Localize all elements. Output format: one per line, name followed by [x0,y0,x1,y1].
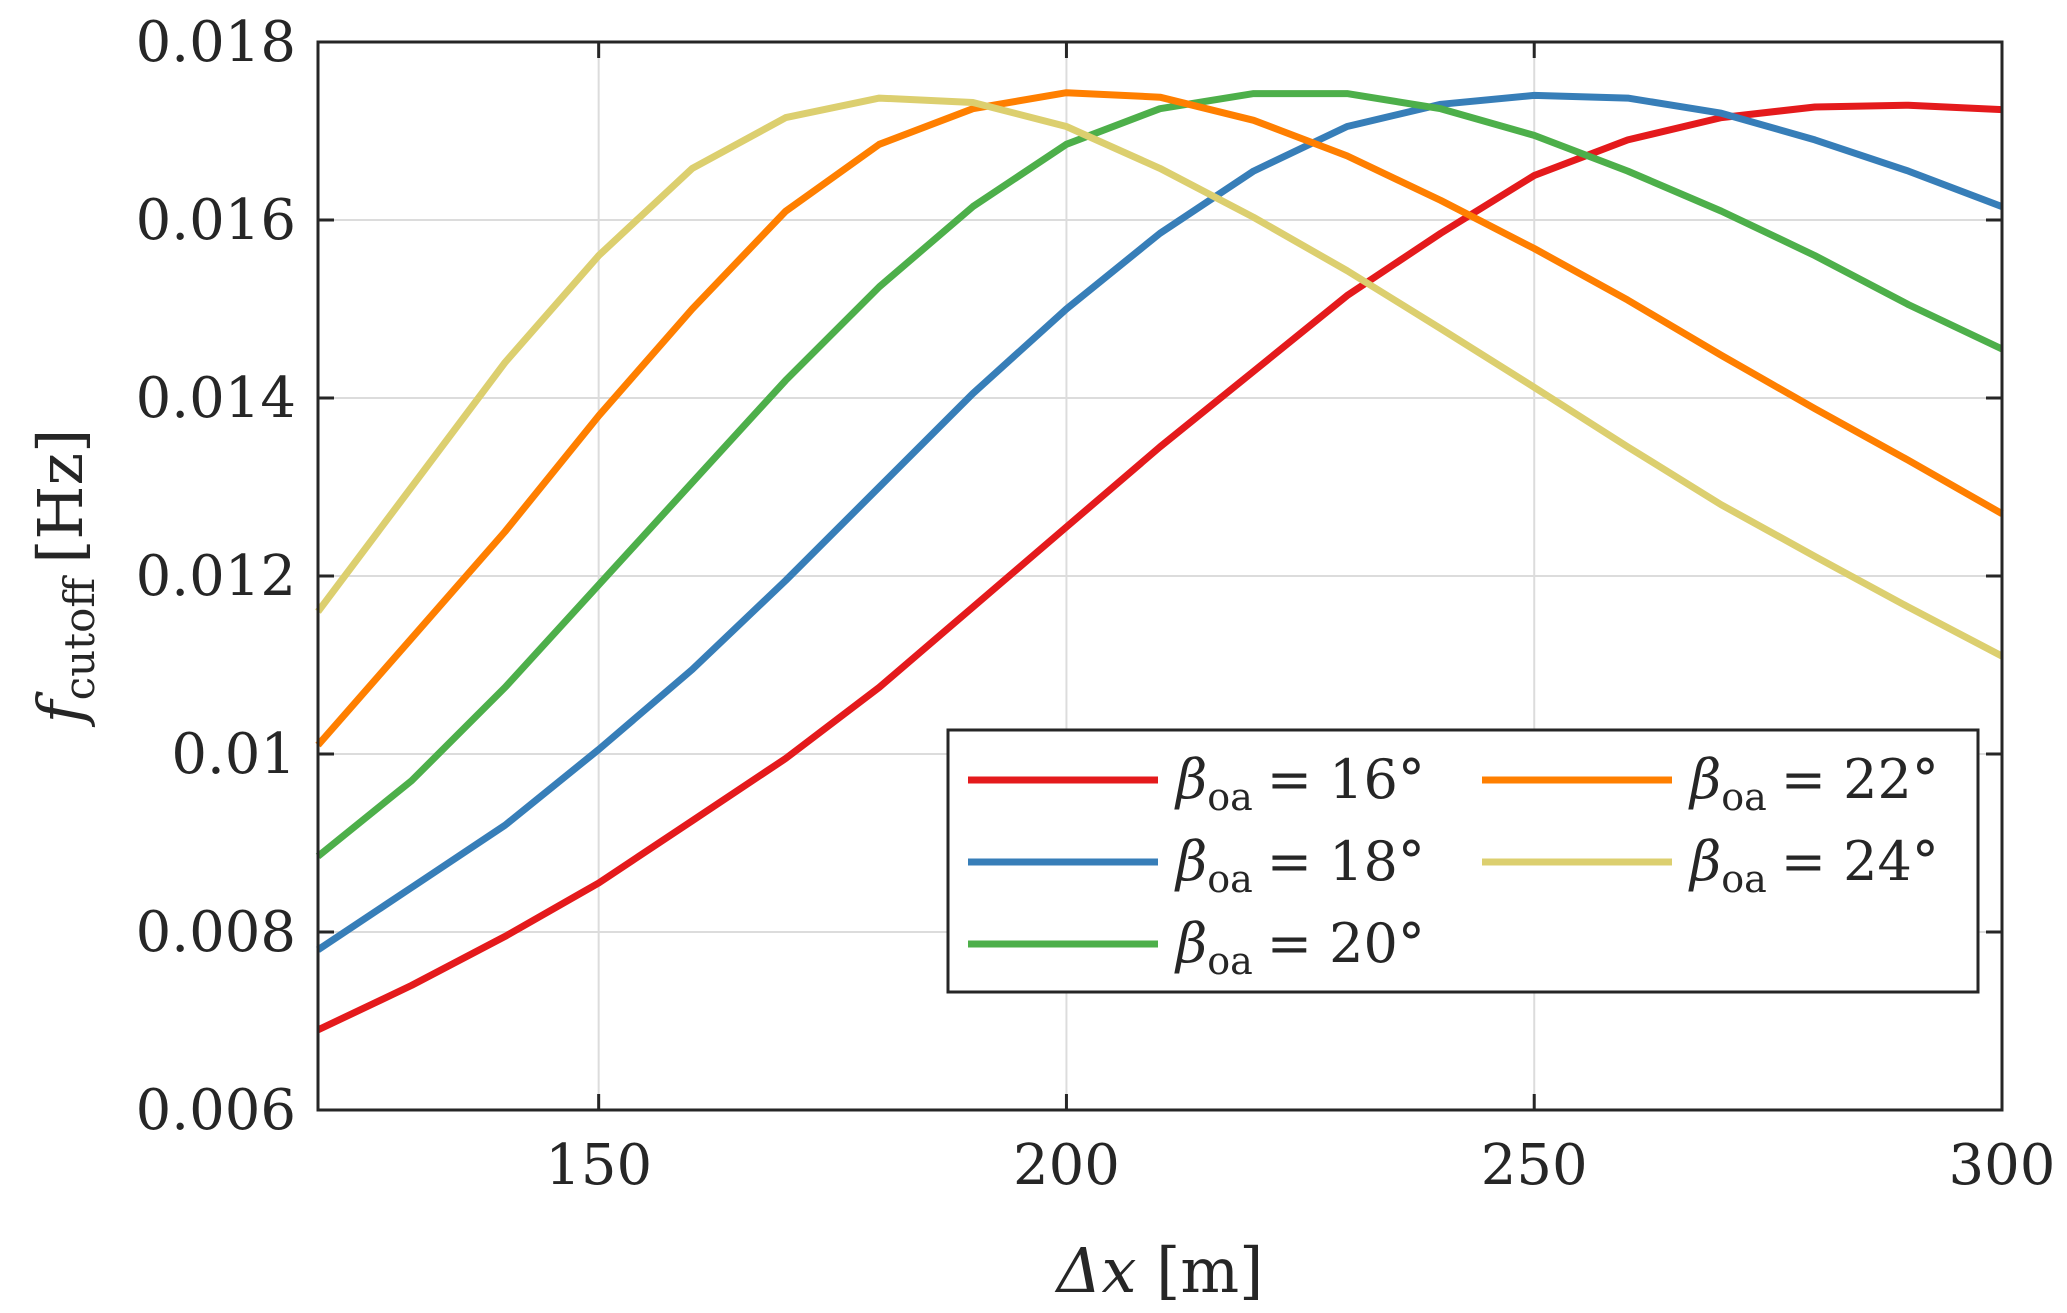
legend-eq: = 22° [1781,748,1939,811]
legend-eq: = 16° [1267,748,1425,811]
y-tick-label: 0.008 [136,900,296,965]
series-line-22° [315,89,2004,748]
legend-item: βoa = 22° [1482,748,1939,819]
series-lines [315,89,2004,1034]
x-tick-labels: 150 200 250 300 [545,1133,2055,1198]
legend-symbol: β [1688,748,1721,811]
legend-symbol: β [1174,830,1207,893]
series-line-18° [316,91,2004,953]
y-axis-subscript: cutoff [55,575,104,701]
legend-label: βoa = 22° [1688,748,1939,819]
x-tick-label: 250 [1481,1133,1588,1198]
legend-subscript: oa [1207,939,1253,983]
legend-item: βoa = 16° [968,748,1425,819]
series-line-20° [315,90,2004,860]
legend-item: βoa = 20° [968,912,1425,983]
y-tick-label: 0.01 [171,722,296,787]
legend-label: βoa = 24° [1688,830,1939,901]
legend-label: βoa = 20° [1174,912,1425,983]
y-axis-unit: [Hz] [24,429,97,564]
x-axis-label: Δx [m] [1055,1234,1264,1307]
legend-subscript: oa [1207,775,1253,819]
y-tick-label: 0.016 [136,188,296,253]
legend-label: βoa = 16° [1174,748,1425,819]
y-tick-label: 0.018 [136,10,296,75]
legend: βoa = 16°βoa = 18°βoa = 20°βoa = 22°βoa = 24° [946,728,1980,994]
x-axis-unit: [m] [1156,1234,1263,1307]
legend-eq: = 20° [1267,912,1425,975]
legend-item: βoa = 24° [1482,830,1939,901]
legend-item: βoa = 18° [968,830,1425,901]
legend-eq: = 18° [1267,830,1425,893]
legend-subscript: oa [1721,775,1767,819]
series-line-24° [315,94,2004,660]
legend-symbol: β [1688,830,1721,893]
legend-subscript: oa [1721,857,1767,901]
legend-subscript: oa [1207,857,1253,901]
x-tick-label: 150 [545,1133,652,1198]
x-axis-symbol: Δx [1055,1234,1137,1307]
series-line-16° [316,101,2003,1034]
legend-eq: = 24° [1781,830,1939,893]
legend-symbol: β [1174,748,1207,811]
x-tick-label: 200 [1013,1133,1120,1198]
y-tick-label: 0.006 [136,1078,296,1143]
legend-label: βoa = 18° [1174,830,1425,901]
y-tick-label: 0.012 [136,544,296,609]
legend-symbol: β [1174,912,1207,975]
x-tick-label: 300 [1949,1133,2056,1198]
y-tick-labels: 0.006 0.008 0.01 0.012 0.014 0.016 0.018 [136,10,296,1143]
y-tick-label: 0.014 [136,366,296,431]
axis-ticks [318,40,2004,1112]
